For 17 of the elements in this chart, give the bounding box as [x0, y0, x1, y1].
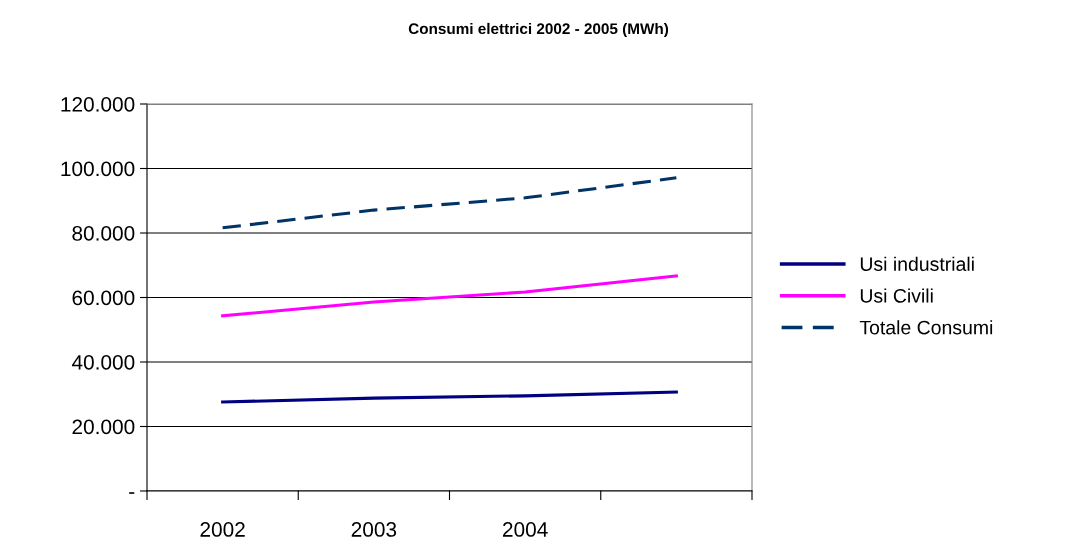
chart-title: Consumi elettrici 2002 - 2005 (MWh) — [408, 22, 669, 38]
line-series — [221, 176, 678, 230]
y-tick-label: 20.000 — [72, 419, 135, 435]
y-tick-label: 60.000 — [72, 290, 135, 306]
legend-label: Usi Civili — [860, 288, 933, 303]
y-tick-label: 100.000 — [61, 161, 135, 177]
line-series — [221, 390, 678, 404]
x-tick-label: 2002 — [200, 522, 245, 537]
y-tick-label: - — [129, 492, 135, 494]
y-tick-label: 40.000 — [71, 355, 135, 370]
legend-label: Totale Consumi — [859, 320, 993, 335]
x-tick-label: 2004 — [503, 522, 548, 537]
line-series — [221, 274, 678, 318]
legend-label: Usi industriali — [860, 256, 974, 271]
y-tick-label: 80.000 — [72, 226, 135, 241]
x-tick-label: 2003 — [351, 522, 397, 537]
y-tick-label: 120.000 — [61, 97, 135, 112]
